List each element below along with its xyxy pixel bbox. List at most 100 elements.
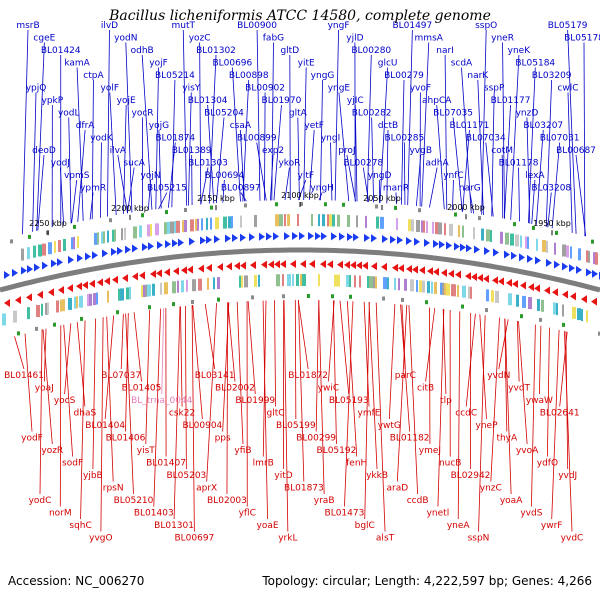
- reverse-gene-label: gltC: [267, 409, 285, 419]
- forward-feature-block: [337, 214, 340, 227]
- forward-feature-block: [570, 246, 572, 259]
- forward-feature-block: [38, 244, 42, 257]
- reverse-gene-arrow: [419, 266, 425, 275]
- forward-label-leader: [147, 179, 151, 211]
- reverse-feature-block: [349, 275, 351, 288]
- forward-gene-label: msrB: [16, 21, 39, 31]
- forward-gene-label: mmsA: [415, 34, 444, 44]
- forward-marker: [454, 212, 457, 217]
- reverse-gene-arrow: [483, 274, 489, 283]
- forward-gene-arrow: [232, 234, 238, 243]
- reverse-gene-label: sodF: [62, 459, 83, 469]
- reverse-gene-arrow: [362, 261, 368, 270]
- forward-marker: [275, 202, 278, 207]
- forward-label-leader: [583, 42, 586, 237]
- forward-label-leader: [386, 129, 389, 204]
- reverse-gene-arrow: [198, 264, 204, 273]
- tick-label: 2000 kbp: [447, 203, 485, 212]
- reverse-feature-block: [336, 274, 340, 287]
- forward-marker: [28, 234, 31, 239]
- forward-label-leader: [271, 42, 274, 201]
- reverse-label-leader: [294, 300, 297, 420]
- reverse-label-leader: [206, 303, 217, 482]
- reverse-feature-block: [276, 274, 280, 287]
- reverse-gene-arrow: [217, 263, 223, 272]
- forward-label-leader: [242, 79, 250, 202]
- forward-gene-arrow: [102, 249, 108, 258]
- forward-gene-arrow: [142, 243, 148, 252]
- reverse-label-leader: [442, 309, 447, 395]
- reverse-gene-label: thyA: [496, 434, 518, 444]
- forward-marker: [210, 205, 213, 210]
- forward-label-leader: [452, 117, 463, 212]
- reverse-feature-block: [186, 279, 188, 292]
- reverse-gene-arrow: [406, 264, 412, 273]
- reverse-gene-arrow: [492, 276, 498, 285]
- forward-gene-label: yneK: [508, 46, 532, 56]
- reverse-feature-block: [181, 280, 184, 293]
- forward-gene-arrow: [214, 235, 220, 244]
- reverse-feature-block: [581, 309, 583, 322]
- accession-text: Accession: NC_006270: [8, 574, 145, 588]
- reverse-feature-block: [126, 287, 130, 300]
- reverse-gene-arrow: [448, 269, 454, 278]
- forward-gene-arrow: [321, 232, 327, 241]
- reverse-gene-label: ykkB: [366, 471, 388, 481]
- reverse-gene-arrow: [552, 288, 558, 297]
- reverse-marker: [382, 296, 385, 301]
- forward-label-leader: [421, 42, 430, 207]
- forward-gene-label: BL07031: [540, 134, 580, 144]
- forward-gene-arrow: [12, 268, 18, 277]
- forward-feature-block: [54, 240, 56, 253]
- forward-gene-arrow: [77, 254, 83, 263]
- tick-label: 2200 kbp: [111, 204, 149, 213]
- forward-gene-arrow: [4, 270, 10, 279]
- forward-marker: [342, 202, 345, 207]
- reverse-marker: [35, 326, 38, 331]
- reverse-gene-label: yvoA: [516, 446, 539, 456]
- forward-feature-block: [546, 240, 548, 253]
- reverse-label-leader: [184, 305, 187, 470]
- forward-gene-label: BL00696: [212, 59, 252, 69]
- reverse-gene-label: yvdS: [520, 509, 542, 519]
- reverse-gene-arrow: [327, 260, 333, 269]
- reverse-gene-label: BL01404: [85, 421, 125, 431]
- forward-gene-arrow: [484, 247, 490, 256]
- forward-gene-label: BL05214: [155, 71, 195, 81]
- forward-gene-arrow: [527, 254, 533, 263]
- forward-feature-block: [184, 219, 187, 232]
- reverse-gene-label: yvdJ: [558, 471, 577, 481]
- forward-gene-label: narG: [459, 184, 481, 194]
- forward-gene-label: BL01178: [499, 159, 539, 169]
- forward-label-leader: [320, 79, 323, 201]
- forward-label-leader: [158, 129, 162, 209]
- forward-label-leader: [36, 42, 45, 231]
- forward-gene-label: scdA: [451, 59, 473, 69]
- reverse-feature-block: [486, 289, 489, 302]
- forward-feature-block: [33, 245, 36, 258]
- forward-feature-block: [490, 230, 492, 243]
- forward-gene-arrow: [592, 269, 598, 278]
- reverse-gene-arrow: [104, 277, 110, 286]
- forward-label-leader: [469, 192, 475, 214]
- reverse-gene-label: ywtG: [378, 421, 401, 431]
- forward-label-leader: [407, 29, 413, 206]
- reverse-gene-arrow: [250, 261, 256, 270]
- reverse-feature-block: [60, 299, 62, 312]
- reverse-gene-label: yozR: [41, 446, 63, 456]
- reverse-gene-label: yodF: [21, 434, 43, 444]
- forward-marker: [555, 230, 558, 235]
- forward-gene-arrow: [225, 234, 231, 243]
- reverse-feature-block: [470, 286, 472, 299]
- reverse-gene-arrow: [534, 284, 540, 293]
- reverse-gene-arrow: [89, 279, 95, 288]
- reverse-gene-label: rpsN: [103, 484, 124, 494]
- forward-label-leader: [298, 179, 307, 201]
- forward-label-leader: [567, 29, 577, 234]
- forward-feature-block: [566, 245, 569, 258]
- forward-gene-label: yodJ: [51, 159, 70, 169]
- reverse-feature-block: [528, 297, 532, 310]
- forward-gene-label: BL01389: [172, 146, 212, 156]
- forward-label-leader: [429, 167, 438, 208]
- reverse-gene-label: lmrB: [253, 459, 274, 469]
